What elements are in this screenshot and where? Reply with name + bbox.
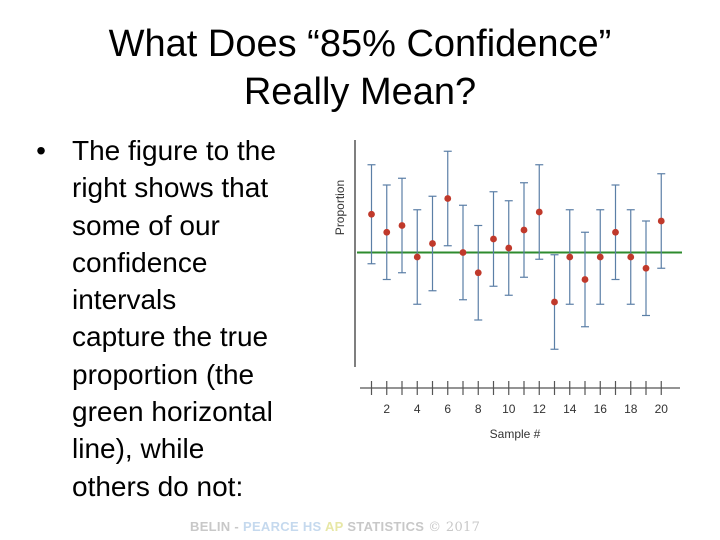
sample-point — [429, 240, 436, 247]
sample-point — [627, 253, 635, 261]
x-tick-label: 8 — [475, 402, 482, 416]
sample-point — [551, 298, 558, 306]
bullet-line: others do not: — [72, 470, 244, 502]
footer-school: BELIN - — [190, 519, 240, 534]
bullet-line: proportion (the — [72, 358, 255, 390]
x-tick-label: 12 — [533, 402, 547, 416]
x-tick-label: 16 — [594, 402, 608, 416]
footer-course: AP — [324, 519, 344, 534]
sample-point — [520, 226, 528, 234]
sample-point — [566, 253, 574, 261]
x-axis-ticks: 2 4 6 8 10 12 14 16 18 20 — [370, 381, 669, 416]
sample-point — [383, 228, 391, 236]
bullet-symbol: • — [36, 135, 46, 166]
bullet-line: confidence — [72, 246, 208, 278]
footer-subject: STATISTICS — [347, 519, 425, 534]
sample-point — [413, 253, 421, 261]
x-tick-label: 6 — [444, 402, 451, 416]
x-tick-label: 18 — [624, 402, 638, 416]
bullet-line: The figure to the — [72, 135, 276, 166]
sample-point — [398, 222, 406, 229]
sample-point — [474, 269, 482, 277]
bullet-line: capture the true — [72, 321, 269, 353]
sample-point — [444, 195, 452, 202]
slide-title: What Does “85% Confidence” Really Mean? — [40, 20, 680, 116]
sample-point — [368, 210, 375, 218]
x-axis-label: Sample # — [490, 427, 541, 441]
x-tick-label: 4 — [414, 402, 421, 416]
x-tick-label: 20 — [655, 402, 669, 416]
sample-point — [596, 253, 604, 261]
sample-point — [581, 276, 589, 283]
sample-point — [657, 217, 665, 225]
x-tick-label: 14 — [563, 402, 577, 416]
chart-svg: Proportion 2 4 6 8 10 12 14 16 18 20 Sample # — [333, 140, 682, 441]
bullet-line: some of our — [72, 209, 220, 241]
footer-school-name: PEARCE HS — [242, 519, 322, 534]
x-tick-label: 10 — [502, 402, 516, 416]
bullet-line: green horizontal — [72, 396, 273, 428]
bullet-text: The figure to the right shows that some … — [72, 132, 322, 505]
confidence-intervals — [367, 150, 666, 350]
sample-point — [490, 235, 497, 243]
x-tick-label: 2 — [383, 402, 390, 416]
bullet-line: line), while — [72, 433, 205, 465]
footer: BELIN - PEARCE HS AP STATISTICS © 2017 — [190, 519, 530, 535]
sample-point — [459, 249, 467, 256]
y-axis-label: Proportion — [333, 180, 347, 235]
slide-title-line-2: Really Mean? — [243, 71, 477, 113]
sample-point — [642, 264, 650, 272]
bullet-line: intervals — [72, 284, 177, 316]
slide-title-line-1: What Does “85% Confidence” — [108, 23, 612, 65]
confidence-interval-chart: Proportion 2 4 6 8 10 12 14 16 18 20 Sample # — [325, 130, 690, 450]
sample-point — [612, 228, 619, 236]
footer-copyright: © 2017 — [428, 520, 481, 535]
sample-point — [505, 244, 513, 252]
sample-point — [535, 208, 543, 216]
bullet-line: right shows that — [72, 172, 269, 204]
